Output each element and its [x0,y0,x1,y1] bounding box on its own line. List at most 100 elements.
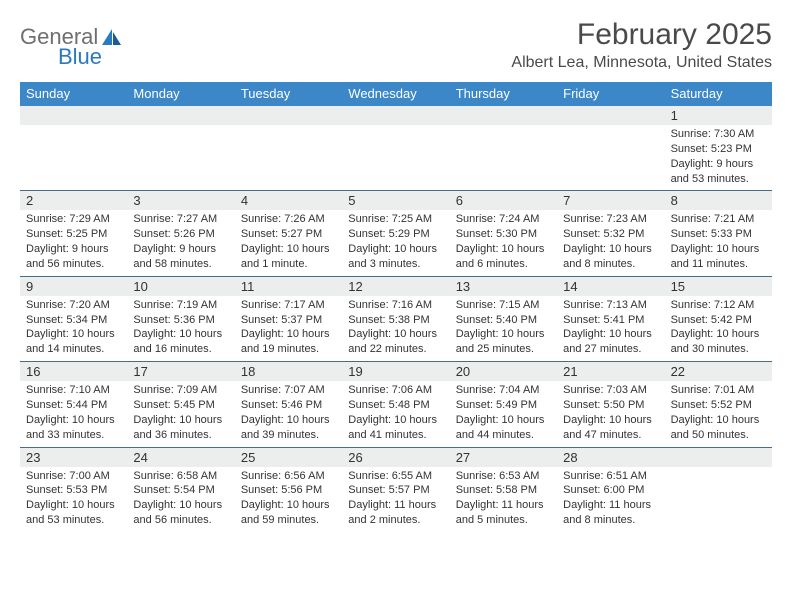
calendar-day-cell: . [450,106,557,190]
calendar-page: General Blue February 2025 Albert Lea, M… [0,0,792,542]
calendar-day-cell: 1Sunrise: 7:30 AMSunset: 5:23 PMDaylight… [665,106,772,190]
day-number: 12 [342,277,449,296]
day-detail-text: Sunrise: 7:26 AMSunset: 5:27 PMDaylight:… [239,212,338,271]
calendar-day-cell: 11Sunrise: 7:17 AMSunset: 5:37 PMDayligh… [235,277,342,361]
month-title: February 2025 [511,18,772,52]
calendar-day-cell: 12 Sunrise: 7:16 AMSunset: 5:38 PMDayligh… [342,277,449,361]
calendar-day-cell: 4 Sunrise: 7:26 AMSunset: 5:27 PMDaylight… [235,191,342,275]
day-number: 21 [557,362,664,381]
day-detail-text: Sunrise: 7:00 AMSunset: 5:53 PMDaylight:… [24,469,123,528]
day-detail-text: Sunrise: 7:13 AMSunset: 5:41 PMDaylight:… [561,298,660,357]
day-number: 11 [235,277,342,296]
calendar-grid: SundayMondayTuesdayWednesdayThursdayFrid… [20,82,772,532]
calendar-day-cell: 9 Sunrise: 7:20 AMSunset: 5:34 PMDaylight… [20,277,127,361]
weekday-header-cell: Tuesday [235,82,342,106]
title-block: February 2025 Albert Lea, Minnesota, Uni… [511,18,772,72]
day-detail-text: Sunrise: 7:23 AMSunset: 5:32 PMDaylight:… [561,212,660,271]
calendar-day-cell: 17Sunrise: 7:09 AMSunset: 5:45 PMDayligh… [127,362,234,446]
day-number: . [665,448,772,467]
day-detail-text: Sunrise: 7:16 AMSunset: 5:38 PMDaylight:… [346,298,445,357]
day-detail-text: Sunrise: 7:20 AMSunset: 5:34 PMDaylight:… [24,298,123,357]
page-header: General Blue February 2025 Albert Lea, M… [20,18,772,72]
day-detail-text: Sunrise: 7:27 AMSunset: 5:26 PMDaylight:… [131,212,230,271]
weekday-header-cell: Friday [557,82,664,106]
day-number: 4 [235,191,342,210]
day-detail-text: Sunrise: 7:06 AMSunset: 5:48 PMDaylight:… [346,383,445,442]
day-detail-text: Sunrise: 7:25 AMSunset: 5:29 PMDaylight:… [346,212,445,271]
calendar-day-cell: . [557,106,664,190]
day-number: 18 [235,362,342,381]
day-number: . [127,106,234,125]
day-detail-text: Sunrise: 6:51 AMSunset: 6:00 PMDaylight:… [561,469,660,528]
day-detail-text: Sunrise: 7:03 AMSunset: 5:50 PMDaylight:… [561,383,660,442]
calendar-day-cell: 16Sunrise: 7:10 AMSunset: 5:44 PMDayligh… [20,362,127,446]
day-detail-text: Sunrise: 7:12 AMSunset: 5:42 PMDaylight:… [669,298,768,357]
calendar-day-cell: . [20,106,127,190]
calendar-day-cell: 2Sunrise: 7:29 AMSunset: 5:25 PMDaylight… [20,191,127,275]
day-number: 7 [557,191,664,210]
calendar-day-cell: 7 Sunrise: 7:23 AMSunset: 5:32 PMDaylight… [557,191,664,275]
day-number: 27 [450,448,557,467]
day-number: 14 [557,277,664,296]
calendar-day-cell: 5Sunrise: 7:25 AMSunset: 5:29 PMDaylight… [342,191,449,275]
day-number: 19 [342,362,449,381]
calendar-day-cell: 19 Sunrise: 7:06 AMSunset: 5:48 PMDayligh… [342,362,449,446]
day-detail-text: Sunrise: 7:09 AMSunset: 5:45 PMDaylight:… [131,383,230,442]
day-number: 25 [235,448,342,467]
calendar-week-row: 16Sunrise: 7:10 AMSunset: 5:44 PMDayligh… [20,361,772,446]
calendar-day-cell: 14 Sunrise: 7:13 AMSunset: 5:41 PMDayligh… [557,277,664,361]
calendar-day-cell: 8 Sunrise: 7:21 AMSunset: 5:33 PMDaylight… [665,191,772,275]
calendar-day-cell: . [127,106,234,190]
calendar-day-cell: 3 Sunrise: 7:27 AMSunset: 5:26 PMDaylight… [127,191,234,275]
day-number: 23 [20,448,127,467]
day-detail-text: Sunrise: 7:10 AMSunset: 5:44 PMDaylight:… [24,383,123,442]
logo-text-blue: Blue [58,44,102,69]
day-detail-text: Sunrise: 6:53 AMSunset: 5:58 PMDaylight:… [454,469,553,528]
weekday-header-cell: Monday [127,82,234,106]
day-detail-text: Sunrise: 7:21 AMSunset: 5:33 PMDaylight:… [669,212,768,271]
day-detail-text: Sunrise: 7:30 AMSunset: 5:23 PMDaylight:… [669,127,768,186]
weekday-header-cell: Saturday [665,82,772,106]
calendar-week-row: ......1Sunrise: 7:30 AMSunset: 5:23 PMDa… [20,106,772,190]
day-number: 24 [127,448,234,467]
day-number: . [450,106,557,125]
calendar-day-cell: 6 Sunrise: 7:24 AMSunset: 5:30 PMDaylight… [450,191,557,275]
day-number: 20 [450,362,557,381]
calendar-day-cell: 22Sunrise: 7:01 AMSunset: 5:52 PMDayligh… [665,362,772,446]
day-number: 28 [557,448,664,467]
logo-sail-icon [102,29,122,50]
calendar-day-cell: . [342,106,449,190]
day-number: 6 [450,191,557,210]
day-number: 26 [342,448,449,467]
day-number: . [342,106,449,125]
day-number: . [20,106,127,125]
calendar-day-cell: 10Sunrise: 7:19 AMSunset: 5:36 PMDayligh… [127,277,234,361]
calendar-day-cell: 27 Sunrise: 6:53 AMSunset: 5:58 PMDayligh… [450,448,557,532]
day-detail-text: Sunrise: 6:55 AMSunset: 5:57 PMDaylight:… [346,469,445,528]
calendar-day-cell: 15 Sunrise: 7:12 AMSunset: 5:42 PMDayligh… [665,277,772,361]
calendar-day-cell: 20Sunrise: 7:04 AMSunset: 5:49 PMDayligh… [450,362,557,446]
calendar-body: ......1Sunrise: 7:30 AMSunset: 5:23 PMDa… [20,106,772,532]
day-number: 22 [665,362,772,381]
day-number: . [557,106,664,125]
day-number: 3 [127,191,234,210]
calendar-week-row: 9 Sunrise: 7:20 AMSunset: 5:34 PMDaylight… [20,276,772,361]
calendar-week-row: 2Sunrise: 7:29 AMSunset: 5:25 PMDaylight… [20,190,772,275]
calendar-week-row: 23 Sunrise: 7:00 AMSunset: 5:53 PMDayligh… [20,447,772,532]
calendar-day-cell: 25Sunrise: 6:56 AMSunset: 5:56 PMDayligh… [235,448,342,532]
day-number: 15 [665,277,772,296]
calendar-day-cell: 28 Sunrise: 6:51 AMSunset: 6:00 PMDayligh… [557,448,664,532]
weekday-header-row: SundayMondayTuesdayWednesdayThursdayFrid… [20,82,772,106]
weekday-header-cell: Sunday [20,82,127,106]
day-number: 10 [127,277,234,296]
logo: General Blue [20,18,122,70]
day-number: 9 [20,277,127,296]
day-detail-text: Sunrise: 7:15 AMSunset: 5:40 PMDaylight:… [454,298,553,357]
day-number: 8 [665,191,772,210]
day-detail-text: Sunrise: 7:24 AMSunset: 5:30 PMDaylight:… [454,212,553,271]
day-number: 13 [450,277,557,296]
location-subtitle: Albert Lea, Minnesota, United States [511,54,772,72]
day-number: 2 [20,191,127,210]
calendar-day-cell: 21 Sunrise: 7:03 AMSunset: 5:50 PMDayligh… [557,362,664,446]
weekday-header-cell: Thursday [450,82,557,106]
